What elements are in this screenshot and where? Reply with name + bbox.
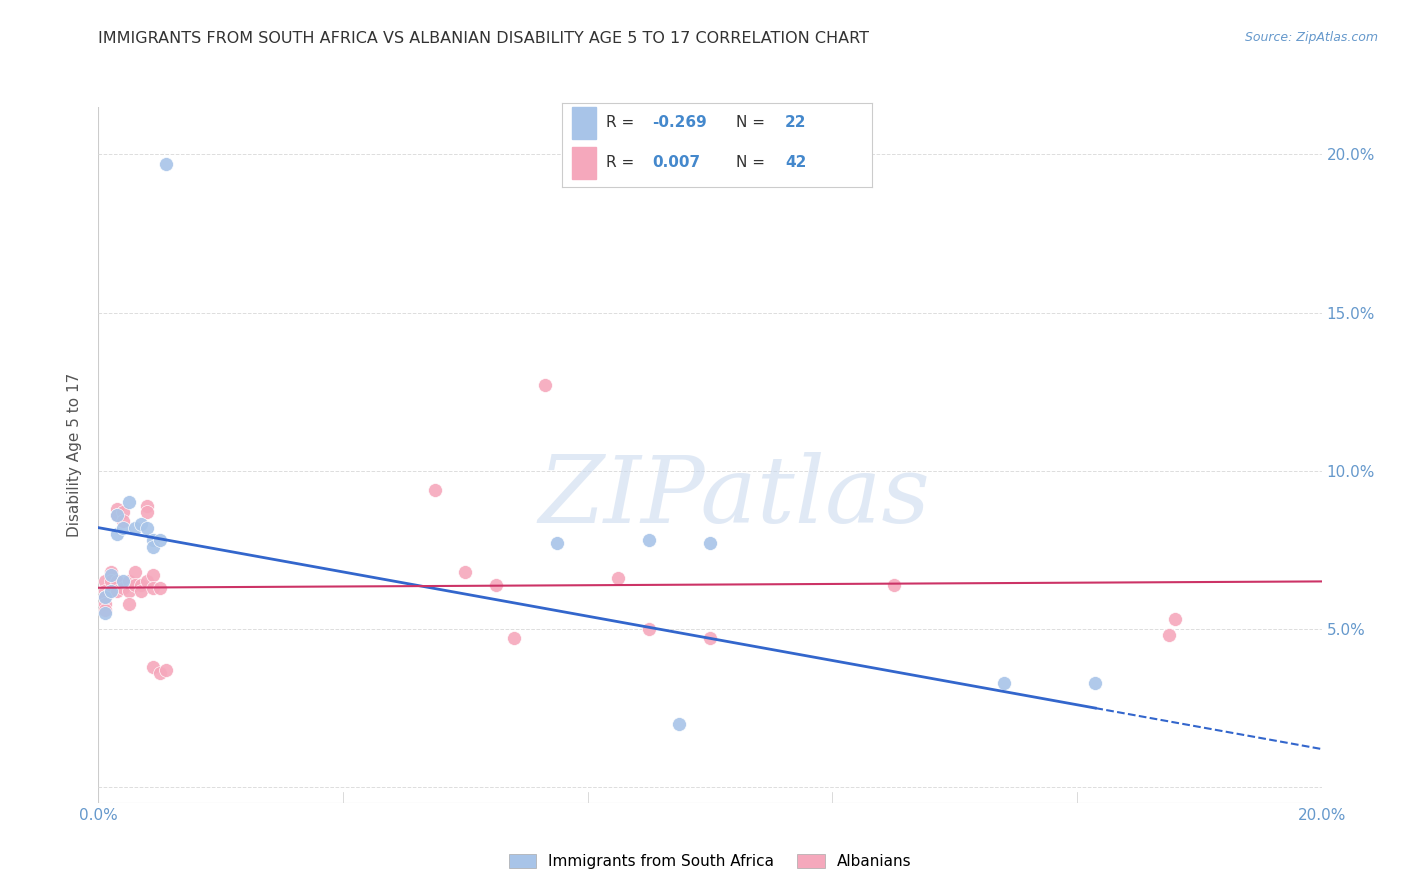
Point [93, 583, 115, 598]
Point [136, 521, 159, 535]
Point [105, 508, 128, 522]
Text: Source: ZipAtlas.com: Source: ZipAtlas.com [1244, 31, 1378, 45]
Point [503, 632, 526, 646]
Point [118, 597, 141, 611]
Point [118, 583, 141, 598]
Point [149, 533, 172, 548]
Text: R =: R = [606, 115, 638, 130]
Point [423, 483, 446, 497]
Point [93, 591, 115, 605]
Text: R =: R = [606, 155, 638, 170]
Text: IMMIGRANTS FROM SOUTH AFRICA VS ALBANIAN DISABILITY AGE 5 TO 17 CORRELATION CHAR: IMMIGRANTS FROM SOUTH AFRICA VS ALBANIAN… [98, 31, 869, 46]
Point [1164, 612, 1187, 626]
Point [105, 527, 128, 541]
Text: N =: N = [735, 155, 769, 170]
Point [136, 505, 159, 519]
Point [142, 581, 165, 595]
Text: 22: 22 [785, 115, 807, 130]
Point [105, 501, 128, 516]
Point [637, 622, 661, 636]
Point [100, 565, 122, 579]
Point [485, 577, 508, 591]
Point [534, 378, 557, 392]
Point [118, 574, 141, 589]
Point [142, 533, 165, 548]
Y-axis label: Disability Age 5 to 17: Disability Age 5 to 17 [67, 373, 83, 537]
Point [111, 581, 134, 595]
Point [993, 675, 1015, 690]
Point [100, 574, 122, 589]
Point [149, 666, 172, 681]
Text: -0.269: -0.269 [652, 115, 707, 130]
Point [129, 517, 152, 532]
Point [105, 583, 128, 598]
Point [142, 660, 165, 674]
Point [607, 571, 630, 585]
Bar [572, 107, 596, 139]
Point [129, 583, 152, 598]
Point [93, 606, 115, 620]
Point [155, 157, 177, 171]
Point [1084, 675, 1107, 690]
Text: ZIPatlas: ZIPatlas [538, 451, 931, 541]
Point [142, 540, 165, 554]
Text: 42: 42 [785, 155, 807, 170]
Point [129, 577, 152, 591]
Point [100, 583, 122, 598]
Point [699, 632, 721, 646]
Text: N =: N = [735, 115, 769, 130]
Point [637, 533, 661, 548]
Point [93, 574, 115, 589]
Point [100, 568, 122, 582]
Text: 0.007: 0.007 [652, 155, 700, 170]
Point [93, 597, 115, 611]
Point [699, 536, 721, 550]
Point [105, 508, 128, 522]
Point [454, 565, 477, 579]
Point [105, 574, 128, 589]
Point [149, 581, 172, 595]
Point [124, 521, 146, 535]
Point [668, 716, 690, 731]
Point [111, 574, 134, 589]
Point [111, 514, 134, 528]
Point [155, 663, 177, 677]
Point [93, 603, 115, 617]
Point [118, 495, 141, 509]
Point [546, 536, 568, 550]
Point [124, 565, 146, 579]
Point [111, 521, 134, 535]
Point [136, 574, 159, 589]
Point [142, 568, 165, 582]
Point [136, 499, 159, 513]
Point [111, 505, 134, 519]
Point [1157, 628, 1180, 642]
Point [883, 577, 905, 591]
Point [93, 591, 115, 605]
Bar [572, 146, 596, 178]
Legend: Immigrants from South Africa, Albanians: Immigrants from South Africa, Albanians [502, 848, 918, 875]
Point [124, 577, 146, 591]
Point [100, 583, 122, 598]
